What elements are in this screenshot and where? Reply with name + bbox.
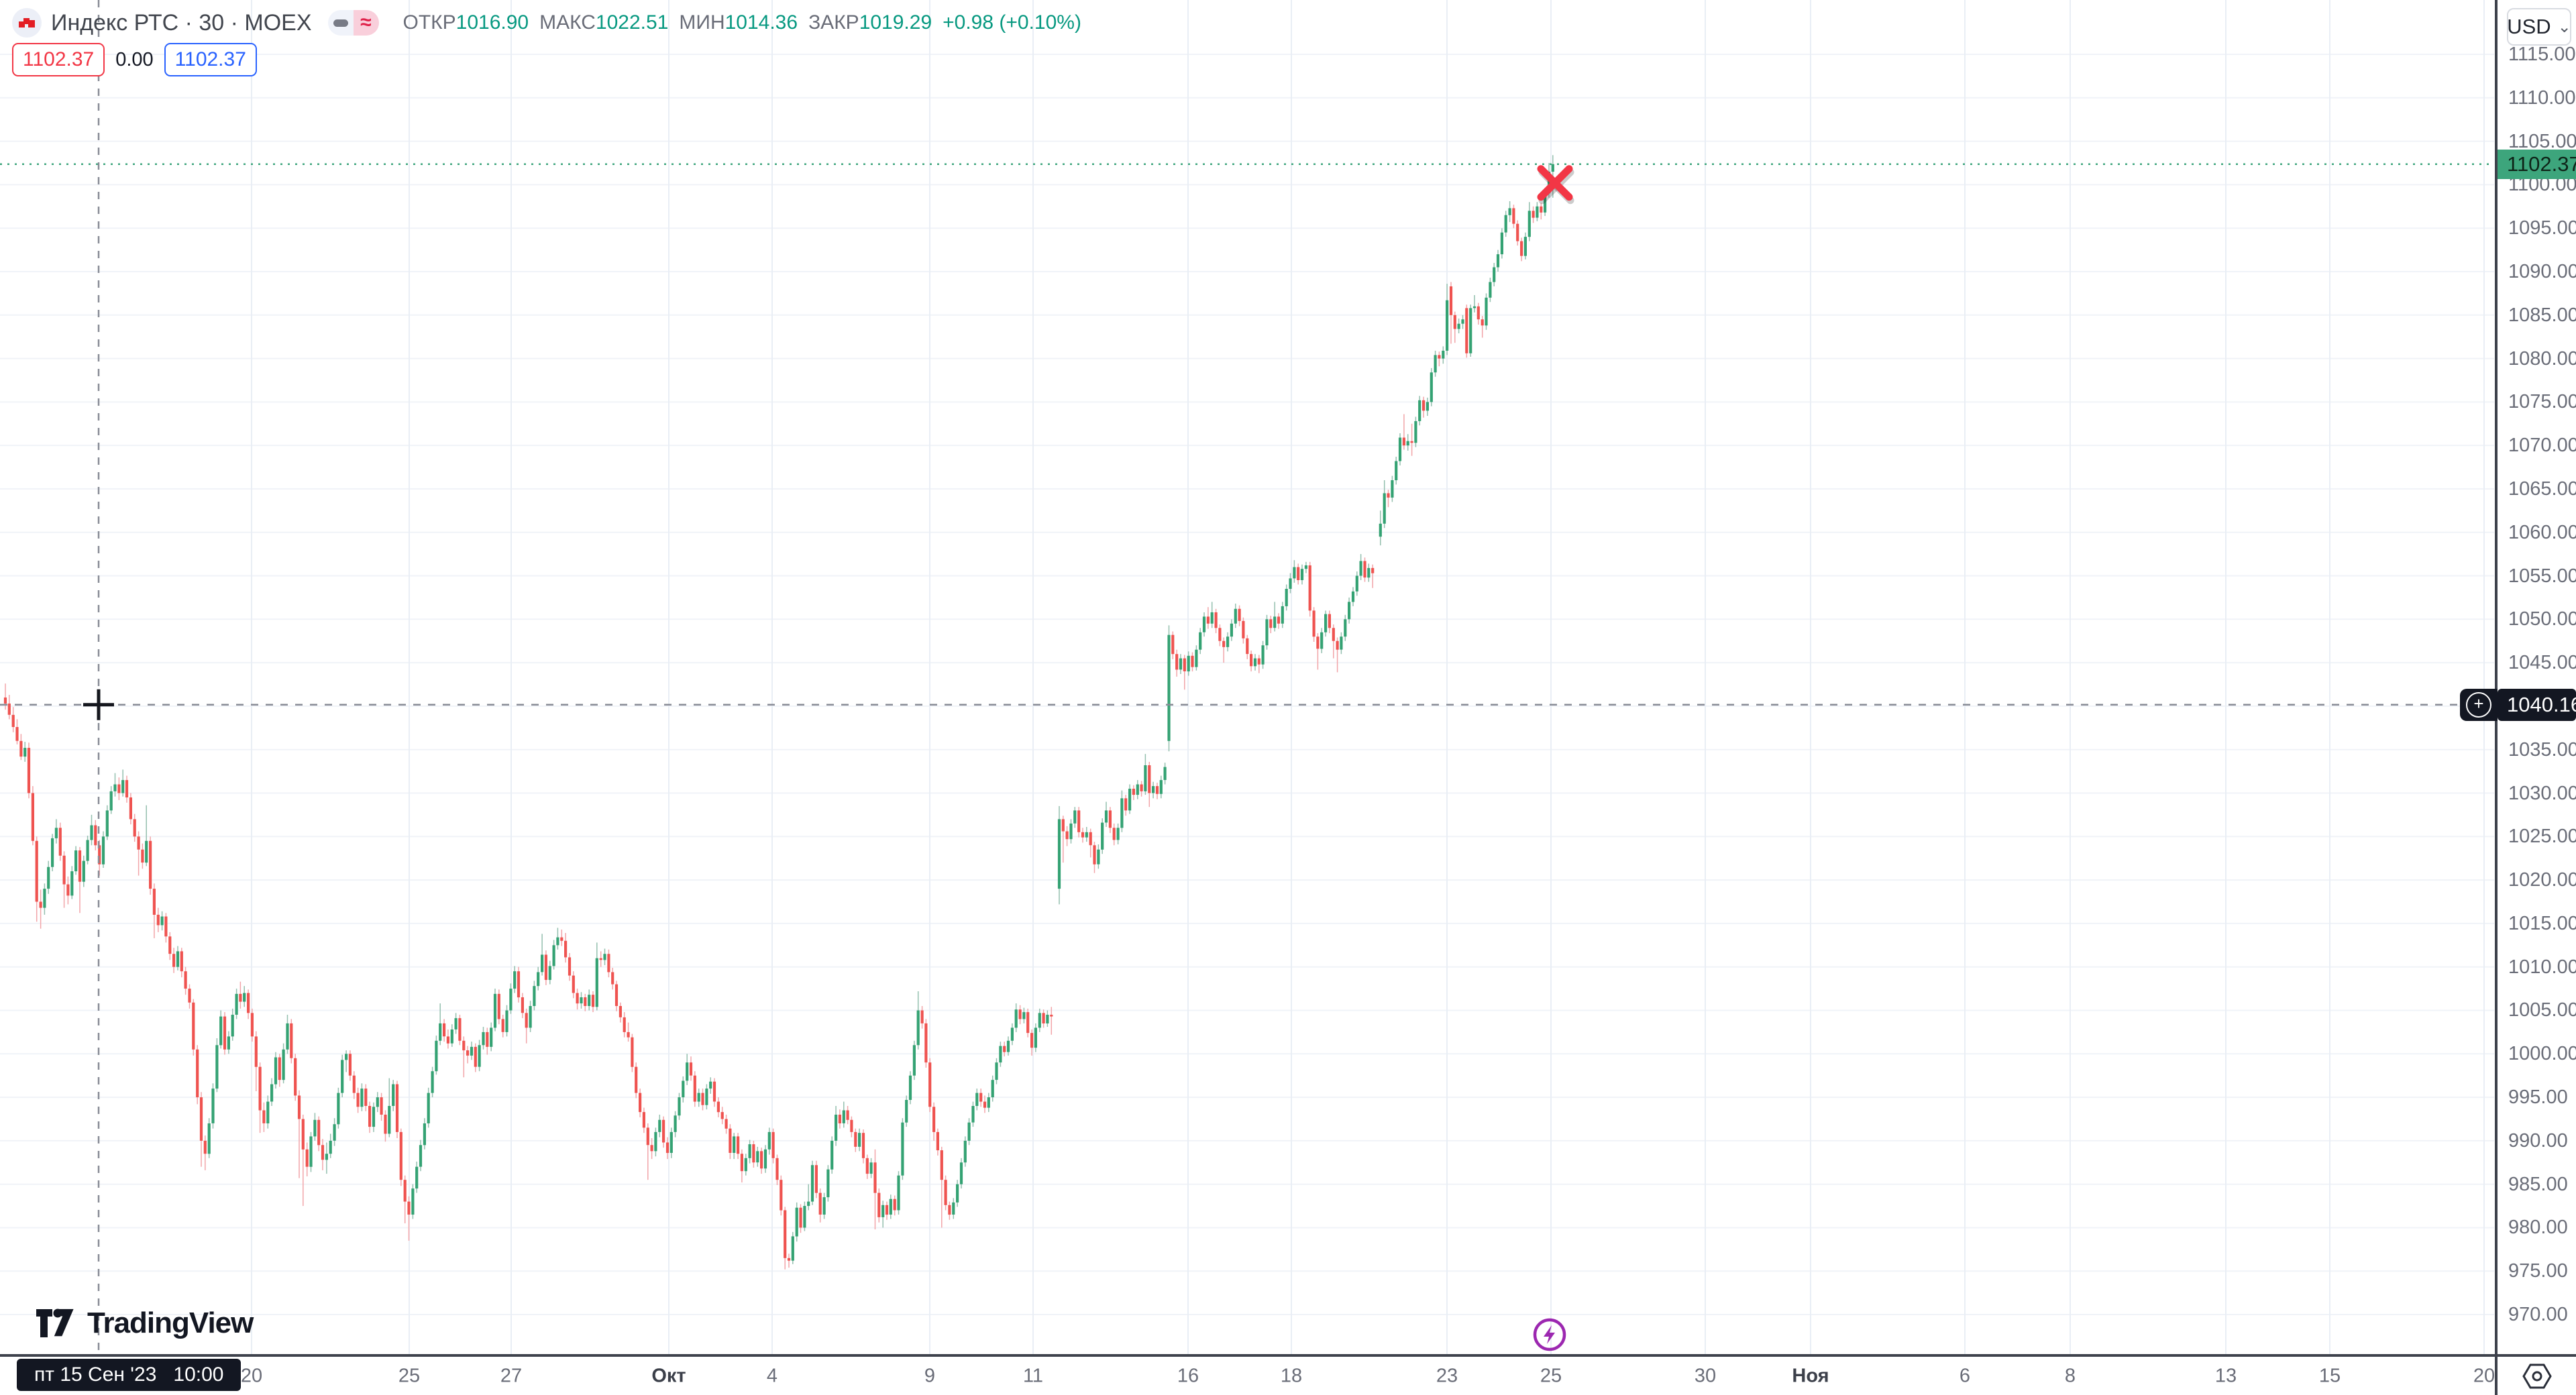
- blue-price-box: 1102.37: [164, 43, 257, 76]
- time-tick-label: 25: [1540, 1365, 1562, 1386]
- symbol-legend[interactable]: Индекс РТС · 30 · MOEX ≈ ОТКР1016.90 МАК…: [12, 8, 1081, 38]
- tradingview-logo[interactable]: TradingView: [35, 1306, 254, 1340]
- current-price-label: 1102.37: [2498, 149, 2576, 179]
- price-axis[interactable]: USD ⌄ 1115.00 1110.00 1105.00 1100.00 1095.00…: [2460, 0, 2576, 1354]
- time-tick-label: 20: [240, 1365, 263, 1386]
- chevron-down-icon: ⌄: [2557, 17, 2571, 36]
- time-tick-label: 16: [1177, 1365, 1199, 1386]
- close-value: 1019.29: [859, 11, 932, 34]
- chart-canvas[interactable]: [0, 0, 2494, 1354]
- time-tick-label: 15: [2318, 1365, 2341, 1386]
- price-tick-label: 1045.00: [2508, 652, 2576, 674]
- price-tick-label: 1030.00: [2508, 782, 2576, 804]
- price-tick-label: 1065.00: [2508, 478, 2576, 500]
- price-tick-label: 1080.00: [2508, 347, 2576, 370]
- currency-button[interactable]: USD ⌄: [2507, 8, 2571, 46]
- price-tick-label: 985.00: [2508, 1173, 2568, 1195]
- price-tick-label: 1105.00: [2508, 130, 2576, 152]
- candlestick-chart: [0, 0, 2494, 1354]
- price-tick-label: 995.00: [2508, 1086, 2568, 1109]
- price-tick-label: 1050.00: [2508, 608, 2576, 630]
- price-tick-label: 975.00: [2508, 1260, 2568, 1282]
- delayed-data-icon: ≈: [353, 10, 379, 36]
- time-tick-label: 13: [2214, 1365, 2237, 1386]
- time-tick-label: 25: [398, 1365, 421, 1386]
- price-tick-label: 1055.00: [2508, 565, 2576, 587]
- time-tick-label: 23: [1436, 1365, 1458, 1386]
- change-value: +0.98 (+0.10%): [943, 11, 1081, 34]
- symbol-title[interactable]: Индекс РТС · 30 · MOEX: [51, 9, 312, 36]
- crosshair-time-label: пт 15 Сен '23 10:00: [17, 1359, 241, 1391]
- hexagon-settings-icon: [2522, 1363, 2552, 1388]
- low-value: 1014.36: [724, 11, 798, 34]
- data-status-pill[interactable]: ≈: [327, 10, 379, 36]
- spread-value: 0.00: [115, 48, 154, 70]
- tradingview-mark-icon: [36, 1308, 74, 1337]
- crosshair-price-label: + 1040.16: [2460, 688, 2576, 721]
- data-status-dash-icon: [327, 10, 354, 36]
- open-value: 1016.90: [455, 11, 529, 34]
- time-tick-label: 6: [1959, 1365, 1971, 1386]
- price-tick-label: 1110.00: [2508, 87, 2576, 109]
- price-tick-label: 1075.00: [2508, 391, 2576, 413]
- price-tick-label: 990.00: [2508, 1129, 2568, 1152]
- add-alert-plus-button[interactable]: +: [2460, 688, 2498, 721]
- price-tick-label: 1095.00: [2508, 217, 2576, 239]
- time-tick-label: 27: [500, 1365, 523, 1386]
- time-month-label: Окт: [651, 1365, 686, 1386]
- sell-x-marker: [1537, 165, 1573, 201]
- time-month-label: Ноя: [1792, 1365, 1829, 1386]
- plus-icon: +: [2466, 691, 2491, 718]
- scale-settings-corner[interactable]: [2498, 1357, 2576, 1395]
- symbol-logo-icon: [12, 8, 42, 38]
- price-tick-label: 1000.00: [2508, 1043, 2576, 1065]
- time-tick-label: 18: [1280, 1365, 1303, 1386]
- time-tick-label: 20: [2473, 1365, 2496, 1386]
- time-tick-label: 4: [766, 1365, 778, 1386]
- price-tick-label: 1015.00: [2508, 912, 2576, 934]
- price-tick-label: 1060.00: [2508, 521, 2576, 543]
- time-tick-label: 30: [1694, 1365, 1717, 1386]
- time-axis-separator: [0, 1354, 2576, 1357]
- price-tick-label: 1005.00: [2508, 999, 2576, 1021]
- price-tick-label: 1090.00: [2508, 260, 2576, 282]
- time-axis[interactable]: 20 25 27 Окт 4 9 11 16 18 23 25 30 Ноя 6 8 13 15 20 пт 15…: [0, 1357, 2496, 1395]
- price-tick-label: 1010.00: [2508, 956, 2576, 978]
- price-tick-label: 970.00: [2508, 1304, 2568, 1326]
- price-tick-label: 980.00: [2508, 1217, 2568, 1239]
- red-price-box: 1102.37: [12, 43, 105, 76]
- ohlc-readout: ОТКР1016.90 МАКС1022.51 МИН1014.36 ЗАКР1…: [402, 11, 1081, 34]
- alert-price-row: 1102.37 0.00 1102.37: [12, 43, 257, 76]
- time-tick-label: 8: [2064, 1365, 2076, 1386]
- price-tick-label: 1085.00: [2508, 304, 2576, 326]
- time-tick-label: 11: [1022, 1365, 1044, 1386]
- price-tick-label: 1115.00: [2508, 43, 2576, 65]
- price-tick-label: 1020.00: [2508, 869, 2576, 891]
- price-tick-label: 1025.00: [2508, 826, 2576, 848]
- price-tick-label: 1035.00: [2508, 738, 2576, 761]
- high-value: 1022.51: [595, 11, 669, 34]
- price-tick-label: 1070.00: [2508, 435, 2576, 457]
- lightning-notification-icon[interactable]: [1532, 1317, 1567, 1352]
- time-tick-label: 9: [924, 1365, 936, 1386]
